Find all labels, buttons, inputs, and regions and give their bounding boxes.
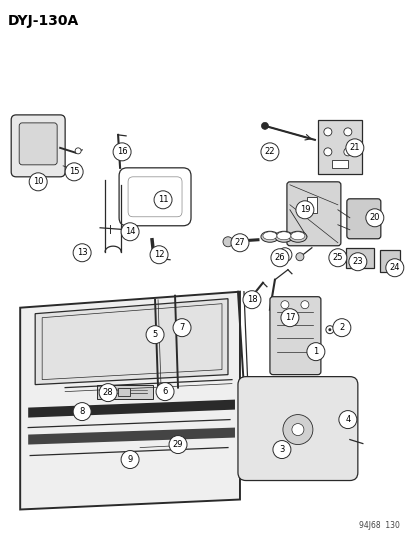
FancyBboxPatch shape <box>286 182 340 246</box>
Circle shape <box>270 249 288 266</box>
Ellipse shape <box>276 232 290 240</box>
Circle shape <box>223 237 233 247</box>
Circle shape <box>169 435 187 454</box>
Text: 11: 11 <box>157 195 168 204</box>
FancyBboxPatch shape <box>11 115 65 177</box>
Text: 29: 29 <box>172 440 183 449</box>
Circle shape <box>113 143 131 161</box>
Text: 2: 2 <box>338 323 344 332</box>
Circle shape <box>75 148 81 154</box>
Circle shape <box>332 319 350 337</box>
Circle shape <box>343 128 351 136</box>
Bar <box>97 385 153 399</box>
Ellipse shape <box>274 231 292 243</box>
Circle shape <box>121 223 139 241</box>
Circle shape <box>65 163 83 181</box>
Text: 28: 28 <box>102 388 113 397</box>
Circle shape <box>261 123 268 130</box>
Circle shape <box>260 143 278 161</box>
Text: 5: 5 <box>152 330 157 339</box>
Circle shape <box>272 441 290 458</box>
Polygon shape <box>28 400 235 417</box>
FancyBboxPatch shape <box>346 199 380 239</box>
Text: 24: 24 <box>389 263 399 272</box>
Text: 26: 26 <box>274 253 285 262</box>
Circle shape <box>325 326 333 334</box>
Text: 21: 21 <box>349 143 359 152</box>
Text: DYJ-130A: DYJ-130A <box>8 14 79 28</box>
Text: 23: 23 <box>352 257 362 266</box>
Circle shape <box>242 290 260 309</box>
Circle shape <box>348 253 366 271</box>
Text: 7: 7 <box>179 323 184 332</box>
Text: 6: 6 <box>162 387 167 396</box>
Text: 1: 1 <box>313 347 318 356</box>
Text: 12: 12 <box>153 251 164 259</box>
Circle shape <box>280 301 288 309</box>
Circle shape <box>73 402 91 421</box>
Bar <box>331 160 347 168</box>
Text: 4: 4 <box>344 415 350 424</box>
Bar <box>306 197 316 213</box>
Circle shape <box>338 410 356 429</box>
Text: 19: 19 <box>299 205 309 214</box>
Text: 13: 13 <box>77 248 87 257</box>
Text: 9: 9 <box>127 455 133 464</box>
Text: 3: 3 <box>278 445 284 454</box>
Text: 14: 14 <box>125 227 135 236</box>
Circle shape <box>99 384 117 401</box>
Circle shape <box>173 319 190 337</box>
Circle shape <box>73 244 91 262</box>
Circle shape <box>300 301 308 309</box>
Text: 16: 16 <box>116 147 127 156</box>
Polygon shape <box>28 427 235 445</box>
FancyBboxPatch shape <box>19 123 57 165</box>
Text: 22: 22 <box>264 147 275 156</box>
Circle shape <box>282 415 312 445</box>
Circle shape <box>295 253 303 261</box>
Text: 94J68  130: 94J68 130 <box>358 521 399 530</box>
FancyBboxPatch shape <box>237 377 357 481</box>
Text: 15: 15 <box>69 167 79 176</box>
Circle shape <box>345 139 363 157</box>
Text: 27: 27 <box>234 238 244 247</box>
Text: 25: 25 <box>332 253 342 262</box>
Bar <box>317 120 361 174</box>
Circle shape <box>280 309 298 327</box>
Circle shape <box>146 326 164 344</box>
Circle shape <box>323 148 331 156</box>
Circle shape <box>230 234 248 252</box>
Circle shape <box>328 249 346 266</box>
Circle shape <box>306 343 324 361</box>
Circle shape <box>29 173 47 191</box>
Bar <box>379 250 399 272</box>
Circle shape <box>277 248 291 262</box>
Circle shape <box>385 259 403 277</box>
Circle shape <box>281 252 287 258</box>
Bar <box>118 387 130 395</box>
Ellipse shape <box>262 232 276 240</box>
Text: 8: 8 <box>79 407 85 416</box>
Circle shape <box>328 328 330 331</box>
Polygon shape <box>20 292 240 510</box>
Circle shape <box>150 246 168 264</box>
Circle shape <box>343 148 351 156</box>
Ellipse shape <box>290 232 304 240</box>
Text: 18: 18 <box>246 295 256 304</box>
Ellipse shape <box>288 231 306 243</box>
Polygon shape <box>35 298 228 385</box>
Circle shape <box>323 128 331 136</box>
FancyBboxPatch shape <box>269 297 320 375</box>
Circle shape <box>295 201 313 219</box>
Circle shape <box>154 191 172 209</box>
Bar <box>345 248 373 268</box>
Circle shape <box>291 424 303 435</box>
Circle shape <box>365 209 383 227</box>
Text: 20: 20 <box>369 213 379 222</box>
Circle shape <box>156 383 173 401</box>
Ellipse shape <box>260 231 278 243</box>
Text: 17: 17 <box>284 313 294 322</box>
Text: 10: 10 <box>33 177 43 187</box>
Circle shape <box>121 450 139 469</box>
